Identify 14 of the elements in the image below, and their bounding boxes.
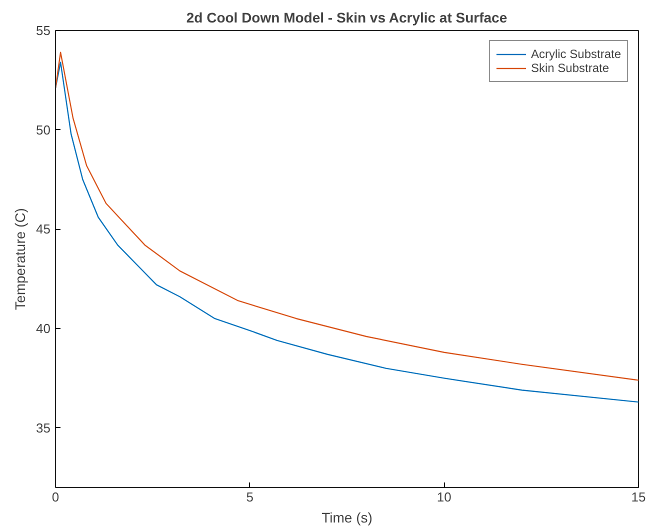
x-tick-label: 0 [52, 490, 60, 504]
x-tick-label: 10 [436, 490, 452, 504]
y-tick-label: 55 [36, 23, 51, 38]
legend-label: Acrylic Substrate [530, 47, 621, 61]
legend-label: Skin Substrate [530, 61, 610, 75]
y-tick-label: 45 [36, 222, 51, 237]
x-tick-label: 5 [246, 490, 254, 504]
y-tick-label: 40 [36, 321, 51, 336]
x-axis-title: Time (s) [322, 510, 372, 526]
y-tick-label: 35 [36, 420, 51, 436]
y-axis-title: Temperature (C) [12, 208, 28, 310]
x-tick-label: 15 [631, 490, 646, 504]
y-tick-label: 50 [36, 122, 51, 138]
chart-title: 2d Cool Down Model - Skin vs Acrylic at Surface [186, 10, 508, 26]
